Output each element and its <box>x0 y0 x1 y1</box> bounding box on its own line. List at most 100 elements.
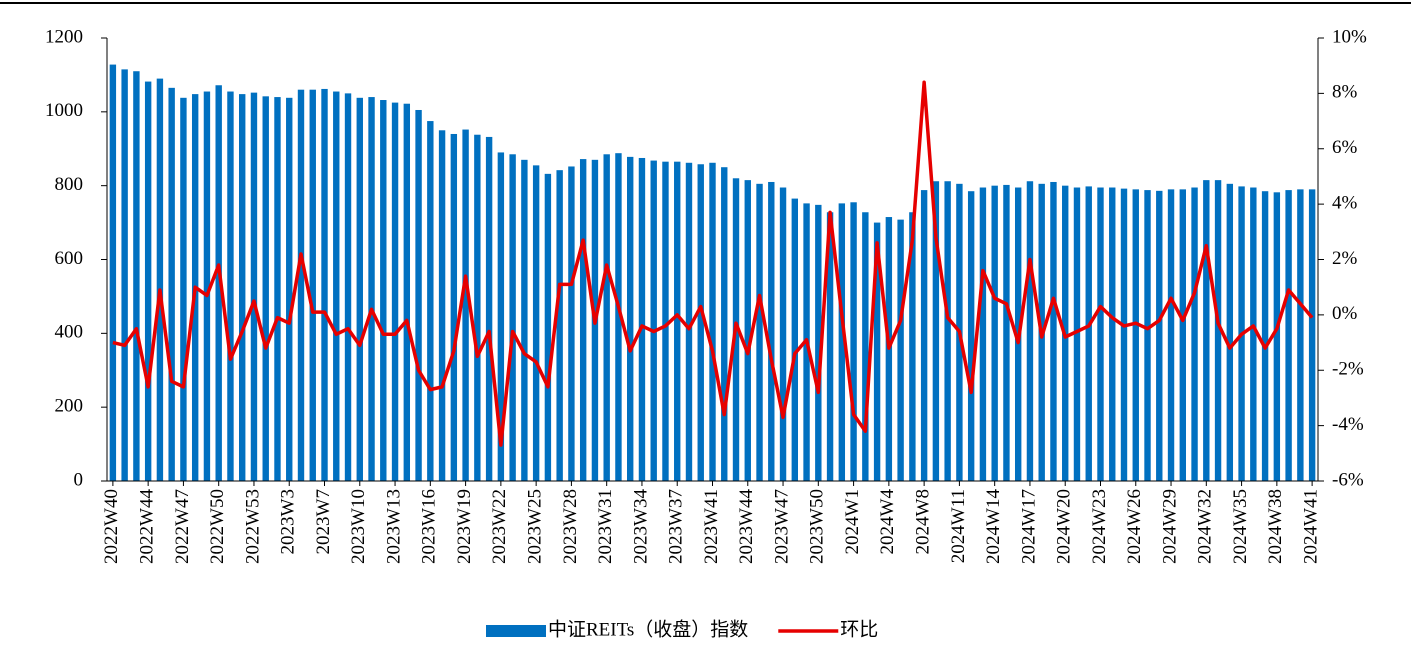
bar <box>344 93 352 481</box>
bar <box>826 212 834 481</box>
bar <box>297 89 305 481</box>
bar <box>556 170 563 481</box>
legend-label: 环比 <box>840 618 878 640</box>
bar <box>438 130 446 481</box>
bar <box>1226 183 1234 481</box>
bar <box>909 212 916 481</box>
bar <box>215 85 222 482</box>
bar <box>1203 180 1210 482</box>
x-tick-label: 2024W8 <box>912 489 933 554</box>
bar <box>156 78 164 481</box>
bar <box>744 180 751 482</box>
bar <box>250 92 258 482</box>
y2-tick-label: 8% <box>1332 82 1358 103</box>
x-tick-label: 2023W25 <box>525 489 546 564</box>
line <box>112 80 1314 447</box>
bar <box>838 203 846 482</box>
x-tick-label: 2024W1 <box>842 489 863 554</box>
y-tick-label: 400 <box>55 322 84 343</box>
bar <box>1250 187 1257 481</box>
y2-tick-label: 10% <box>1332 26 1367 47</box>
bar <box>450 133 458 481</box>
x-tick-label: 2023W3 <box>278 489 299 554</box>
bar <box>309 89 316 481</box>
bar <box>168 87 175 482</box>
bar <box>462 129 469 481</box>
x-tick-label: 2022W40 <box>101 489 122 564</box>
bar <box>862 212 869 481</box>
bar <box>544 173 552 481</box>
bar <box>1085 186 1092 481</box>
x-tick-label: 2024W38 <box>1265 489 1286 564</box>
y2-tick-label: 2% <box>1332 248 1358 269</box>
bar <box>474 134 481 481</box>
y2-tick-label: -6% <box>1332 469 1364 490</box>
x-tick-label: 2023W28 <box>560 489 581 564</box>
bar <box>1073 187 1081 481</box>
bar <box>1261 191 1269 481</box>
x-tick-label: 2024W29 <box>1159 489 1180 564</box>
bar <box>768 181 775 481</box>
bar <box>321 88 328 481</box>
legend-label: 中证REITs（收盘）指数 <box>548 618 748 640</box>
y-tick-label: 200 <box>55 396 84 417</box>
bar <box>274 97 281 482</box>
bar <box>850 202 857 481</box>
bar <box>991 185 998 481</box>
y-tick-label: 1200 <box>45 26 83 47</box>
bar <box>368 97 375 482</box>
bar <box>109 64 117 481</box>
x-tick-label: 2023W44 <box>736 489 757 564</box>
bar <box>144 81 152 481</box>
x-tick-label: 2024W20 <box>1054 489 1075 564</box>
x-tick-label: 2024W32 <box>1195 489 1216 564</box>
bar <box>1109 187 1116 481</box>
bar <box>403 103 411 481</box>
y-tick-label: 0 <box>74 469 84 490</box>
x-tick-label: 2022W53 <box>242 489 263 564</box>
bar <box>203 91 211 481</box>
y-tick-label: 600 <box>55 248 84 269</box>
bar <box>1097 187 1104 481</box>
y2-tick-label: -2% <box>1332 359 1364 380</box>
x-tick-label: 2022W47 <box>172 489 193 564</box>
x-tick-label: 2024W17 <box>1018 489 1039 564</box>
x-tick-label: 2023W50 <box>807 489 828 564</box>
bar <box>227 91 234 481</box>
bar <box>121 69 128 482</box>
bar <box>1120 188 1128 481</box>
x-tick-label: 2024W23 <box>1089 489 1110 564</box>
legend-swatch <box>486 625 546 637</box>
x-tick-label: 2022W44 <box>137 489 158 564</box>
bar <box>920 190 928 481</box>
x-tick-label: 2023W13 <box>383 489 404 564</box>
bar <box>1144 190 1151 481</box>
x-tick-label: 2023W37 <box>666 489 687 564</box>
bar <box>239 94 246 481</box>
x-tick-label: 2023W31 <box>595 489 616 564</box>
bar <box>721 167 728 482</box>
x-tick-label: 2024W14 <box>983 489 1004 564</box>
bar <box>1167 189 1175 481</box>
bar <box>1308 189 1316 481</box>
bar <box>709 162 716 482</box>
y2-tick-label: 0% <box>1332 303 1358 324</box>
bar <box>497 152 505 482</box>
bar <box>286 97 293 482</box>
bar <box>1179 189 1186 481</box>
x-tick-label: 2022W50 <box>207 489 228 564</box>
bar <box>897 219 904 481</box>
bar <box>521 159 528 481</box>
bar <box>262 96 269 481</box>
bar <box>756 183 763 481</box>
bar <box>791 198 799 481</box>
bar <box>967 191 975 481</box>
bar <box>932 181 940 481</box>
y2-tick-label: 4% <box>1332 192 1358 213</box>
bar <box>685 162 693 482</box>
x-tick-label: 2024W4 <box>877 489 898 555</box>
bar <box>662 161 669 481</box>
x-tick-label: 2023W41 <box>701 489 722 564</box>
bar <box>1156 190 1163 481</box>
